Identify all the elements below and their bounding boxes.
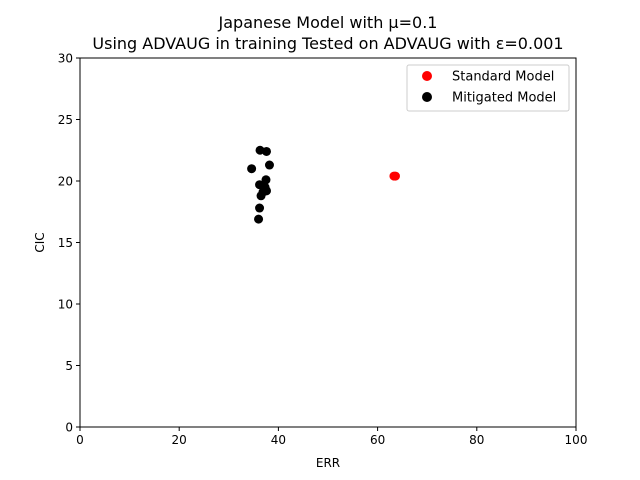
- plot-area: [79, 57, 577, 428]
- y-tick-label: 5: [65, 359, 73, 373]
- x-tick-label: 60: [370, 433, 385, 447]
- mitigated-model-point: [264, 160, 274, 170]
- y-tick-label: 10: [58, 298, 73, 312]
- axis-ticks: 0 20 40 60 80 100 0 5 10 15 20 25 30: [58, 52, 588, 448]
- chart-title-line-2: Using ADVAUG in training Tested on ADVAU…: [92, 34, 563, 53]
- x-tick-label: 0: [76, 433, 84, 447]
- mitigated-model-point: [247, 164, 257, 174]
- mitigated-model-point: [256, 191, 266, 201]
- y-tick-label: 20: [58, 175, 73, 189]
- x-tick-label: 100: [565, 433, 588, 447]
- y-tick-label: 15: [58, 236, 73, 250]
- legend: Standard Model Mitigated Model: [406, 64, 570, 112]
- y-tick-label: 25: [58, 113, 73, 127]
- legend-label-mitigated: Mitigated Model: [452, 91, 556, 106]
- mitigated-model-point: [261, 146, 271, 156]
- legend-box: [406, 64, 570, 112]
- legend-label-standard: Standard Model: [452, 70, 554, 85]
- y-tick-label: 30: [58, 52, 73, 66]
- mitigated-model-point: [261, 175, 271, 185]
- mitigated-model-point: [255, 203, 265, 213]
- y-tick-label: 0: [65, 421, 73, 435]
- x-axis-label: ERR: [316, 456, 340, 470]
- legend-marker-mitigated: [422, 92, 432, 102]
- legend-marker-standard: [422, 71, 432, 81]
- x-tick-label: 80: [469, 433, 484, 447]
- data-points: [247, 145, 400, 224]
- y-axis-label: CIC: [33, 232, 47, 252]
- x-tick-label: 40: [271, 433, 286, 447]
- x-tick-label: 20: [172, 433, 187, 447]
- standard-model-point: [390, 171, 400, 181]
- chart-title-line-1: Japanese Model with μ=0.1: [218, 13, 438, 32]
- mitigated-model-point: [254, 214, 264, 224]
